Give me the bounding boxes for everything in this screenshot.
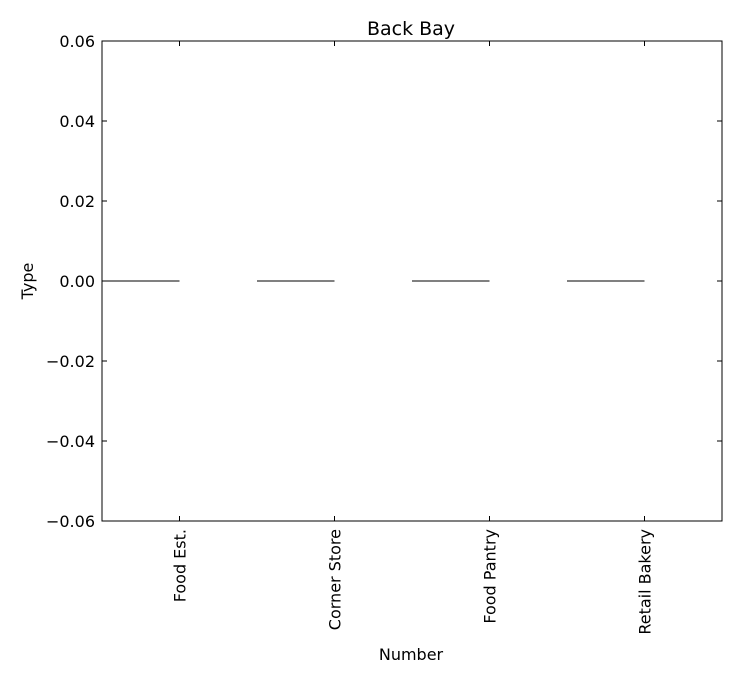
x-tick-label: Food Est.: [171, 529, 190, 602]
y-tick-label: 0.02: [59, 192, 95, 211]
chart-title: Back Bay: [367, 18, 455, 40]
y-axis-label: Type: [18, 263, 37, 301]
x-tick-label: Food Pantry: [481, 529, 500, 624]
y-tick-label: −0.06: [46, 512, 95, 531]
x-axis-label: Number: [379, 645, 444, 664]
x-tick-label: Corner Store: [326, 529, 345, 630]
plot-area: 0.06 0.04 0.02 0.00 −0.02 −0.04 −0.06 Food Est.…: [46, 32, 723, 635]
y-tick-label: −0.02: [46, 352, 95, 371]
y-tick-label: −0.04: [46, 432, 95, 451]
y-tick-label: 0.04: [59, 112, 95, 131]
y-tick-label: 0.06: [59, 32, 95, 51]
x-tick-label: Retail Bakery: [636, 529, 655, 635]
y-tick-label: 0.00: [59, 272, 95, 291]
